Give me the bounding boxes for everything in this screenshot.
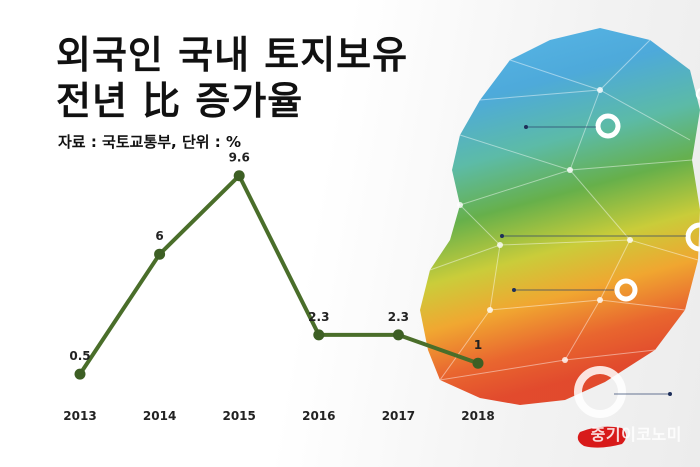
korea-map-illustration bbox=[420, 28, 700, 448]
map-jeju-island bbox=[577, 426, 626, 448]
data-label-2018: 1 bbox=[474, 338, 482, 352]
data-point-2016 bbox=[313, 329, 325, 341]
data-point-2015 bbox=[233, 170, 245, 182]
data-label-2017: 2.3 bbox=[388, 310, 409, 324]
data-label-2014: 6 bbox=[155, 229, 163, 243]
data-label-2015: 9.6 bbox=[229, 151, 250, 165]
x-tick-label-2015: 2015 bbox=[222, 409, 255, 423]
title-line-2: 전년 比 증가율 bbox=[56, 79, 304, 123]
data-label-2013: 0.5 bbox=[69, 349, 90, 363]
series-line bbox=[78, 173, 480, 377]
source-note: 자료 : 국토교통부, 단위 : % bbox=[58, 133, 242, 151]
data-point-2017 bbox=[392, 329, 404, 341]
data-point-2013 bbox=[74, 368, 86, 380]
x-tick-label-2016: 2016 bbox=[302, 409, 335, 423]
x-tick-label-2017: 2017 bbox=[382, 409, 415, 423]
data-point-2014 bbox=[154, 248, 166, 260]
title-line-1: 외국인 국내 토지보유 bbox=[56, 33, 409, 77]
x-tick-label-2018: 2018 bbox=[461, 409, 494, 423]
x-tick-label-2014: 2014 bbox=[143, 409, 176, 423]
chart-title: 외국인 국내 토지보유 전년 比 증가율 bbox=[56, 32, 408, 124]
x-tick-label-2013: 2013 bbox=[63, 409, 96, 423]
watermark: 중기이코노미 bbox=[590, 425, 682, 444]
data-point-2018 bbox=[472, 357, 484, 369]
data-label-2016: 2.3 bbox=[308, 310, 329, 324]
